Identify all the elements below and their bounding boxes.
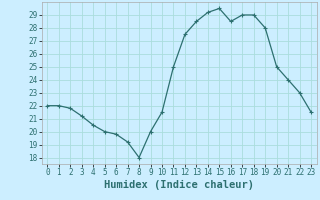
X-axis label: Humidex (Indice chaleur): Humidex (Indice chaleur) <box>104 180 254 190</box>
